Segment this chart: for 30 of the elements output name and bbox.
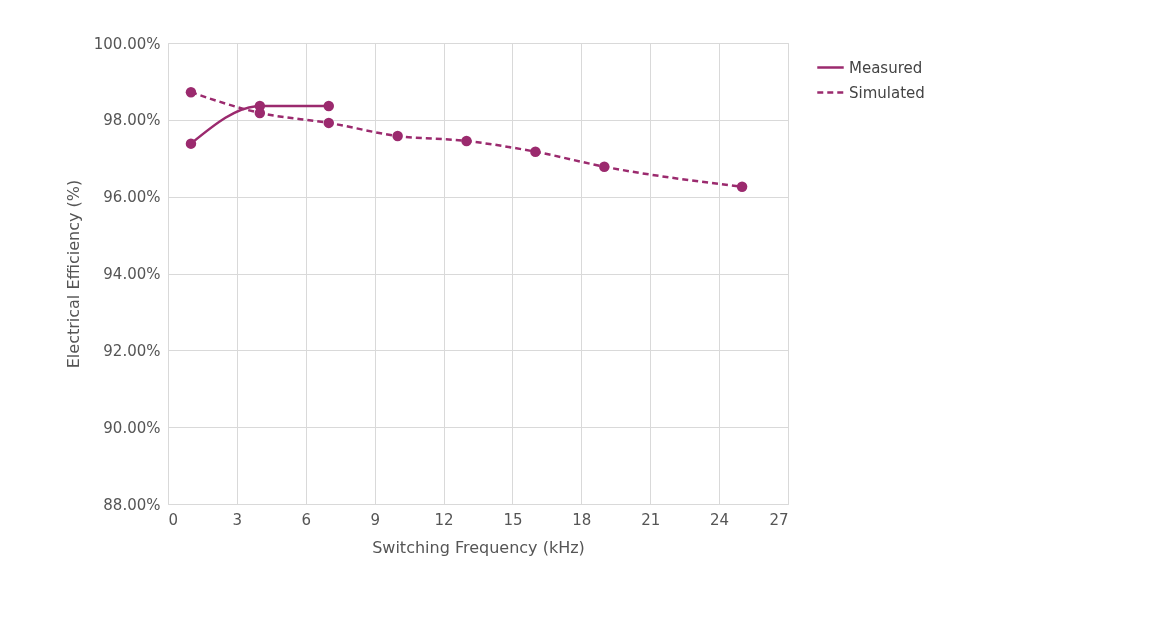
y-tick-label: 96.00% [103,188,161,207]
point [392,130,403,142]
x-tick-label: 6 [301,510,312,529]
point [185,138,197,149]
point [323,100,334,112]
x-tick-label: 3 [232,510,243,529]
point [461,135,472,147]
y-tick-label: 92.00% [103,341,161,360]
point [530,146,541,157]
x-tick-label: 0 [168,510,179,529]
x-tick-label: 12 [434,510,454,529]
legend-label: Simulated [849,83,925,102]
point [599,161,610,172]
point [185,86,197,98]
x-tick-label: 24 [710,510,730,529]
y-axis-title: Electrical Efficiency (%) [63,179,83,369]
y-tick-label: 98.00% [103,111,161,130]
x-tick-label: 21 [641,510,661,529]
x-tick-label: 15 [503,510,523,529]
y-tick-label: 88.00% [103,495,161,514]
x-tick-label: 27 [769,510,789,529]
y-tick-label: 94.00% [103,265,161,283]
point [323,117,334,129]
x-tick-label: 18 [572,510,592,529]
y-tick-label: 90.00% [103,418,161,437]
x-axis-title: Switching Frequency (kHz) [372,537,585,557]
legend-label: Measured [849,58,923,77]
x-tick-label: 9 [370,510,380,529]
y-tick-label: 100.00% [93,34,161,53]
point [736,181,748,192]
